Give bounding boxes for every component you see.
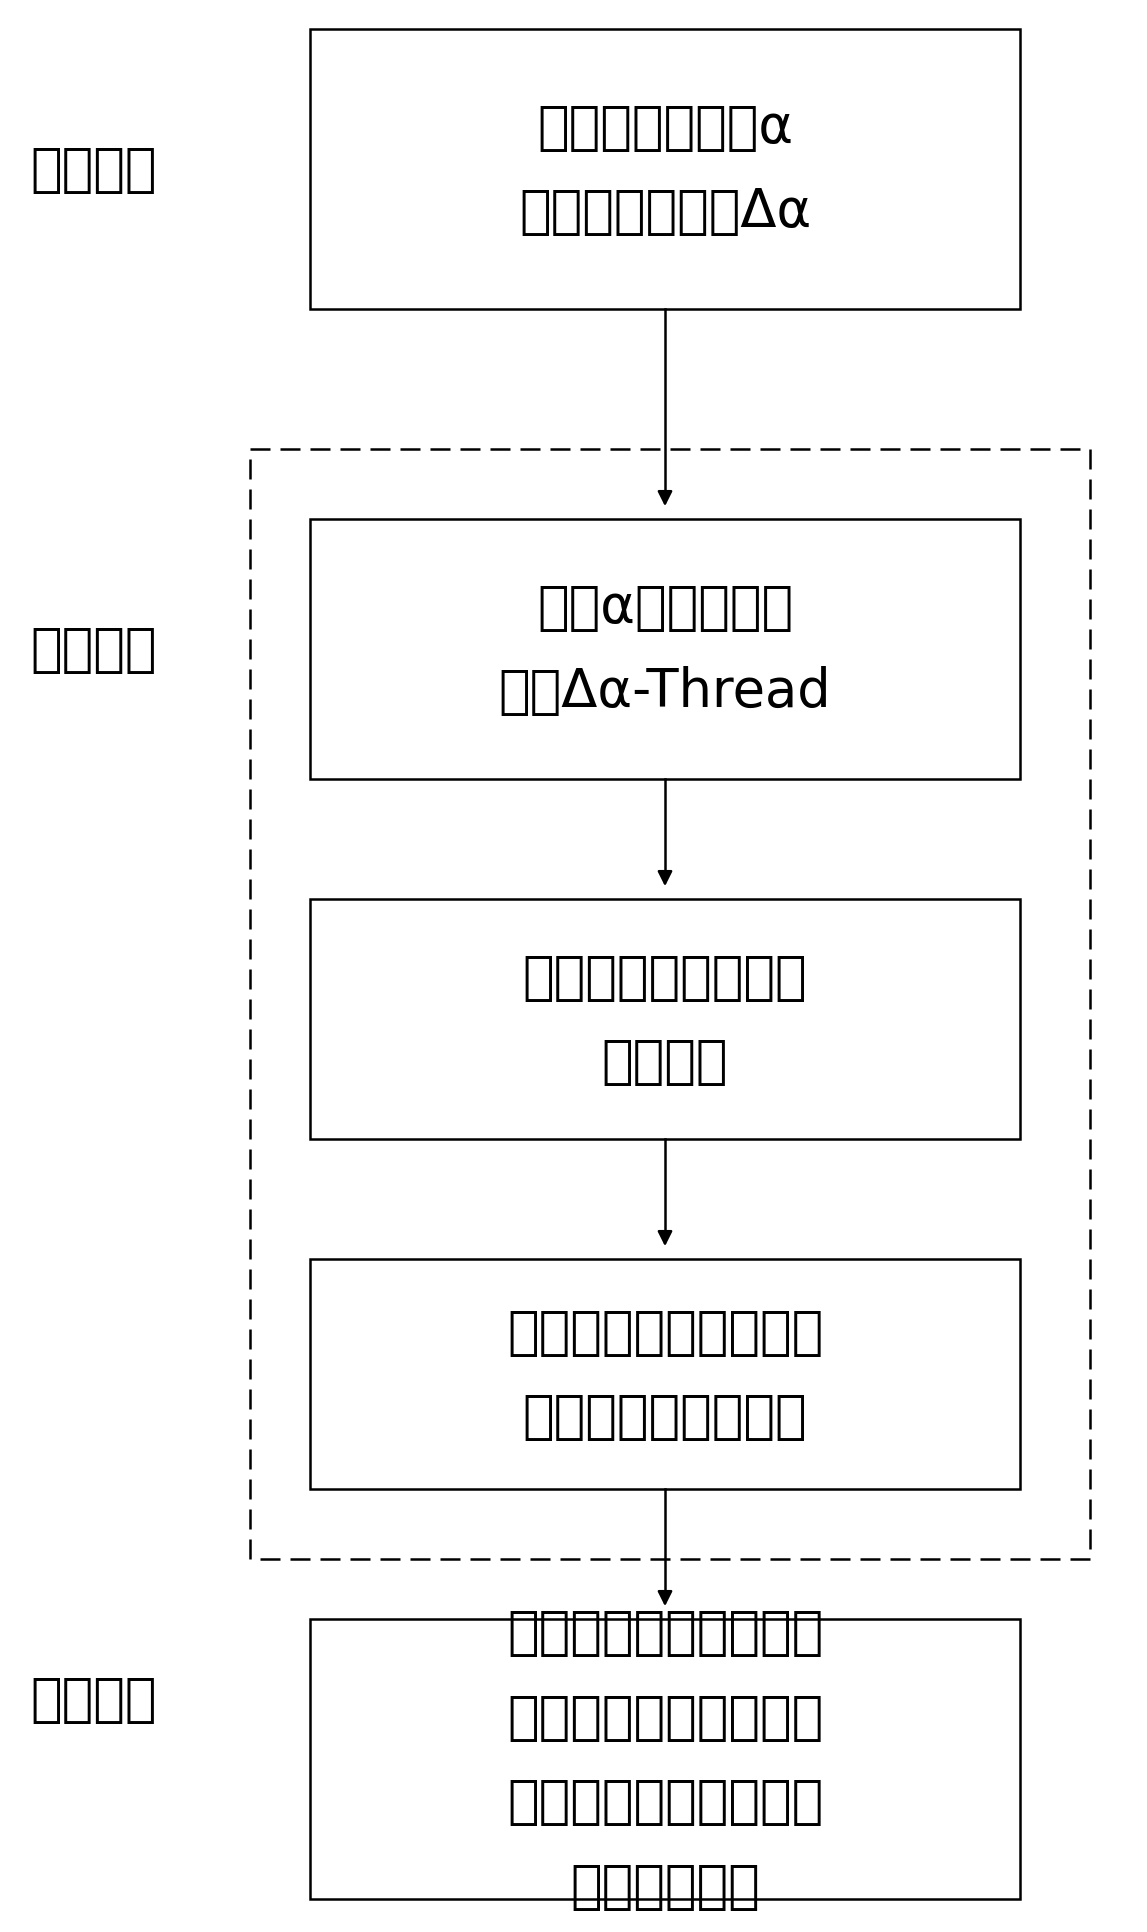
Text: 步骤二：: 步骤二： — [30, 624, 156, 676]
Bar — [310, 1260, 1020, 1490]
Bar — [310, 900, 1020, 1140]
Text: 获取用户脑波中α
脑波的能量占比Δα: 获取用户脑波中α 脑波的能量占比Δα — [518, 102, 811, 238]
Text: 步骤一：: 步骤一： — [30, 143, 156, 195]
Text: 步骤三：: 步骤三： — [30, 1673, 156, 1725]
Bar — [250, 450, 1090, 1559]
Text: 在模式一或模式二的工
作状态下，累积释放经
颅微电流达到预设输出
总时间后停止: 在模式一或模式二的工 作状态下，累积释放经 颅微电流达到预设输出 总时间后停止 — [507, 1605, 824, 1913]
Bar — [310, 520, 1020, 781]
Bar — [310, 31, 1020, 309]
Text: 选择工作模式一或工
作模式二: 选择工作模式一或工 作模式二 — [523, 951, 807, 1088]
Text: 根据工作模式来调节经
颅微电流的输出参数: 根据工作模式来调节经 颅微电流的输出参数 — [507, 1306, 824, 1443]
Text: 设置α脑波目标预
设值Δα-Thread: 设置α脑波目标预 设值Δα-Thread — [499, 582, 832, 719]
Bar — [310, 1619, 1020, 1899]
